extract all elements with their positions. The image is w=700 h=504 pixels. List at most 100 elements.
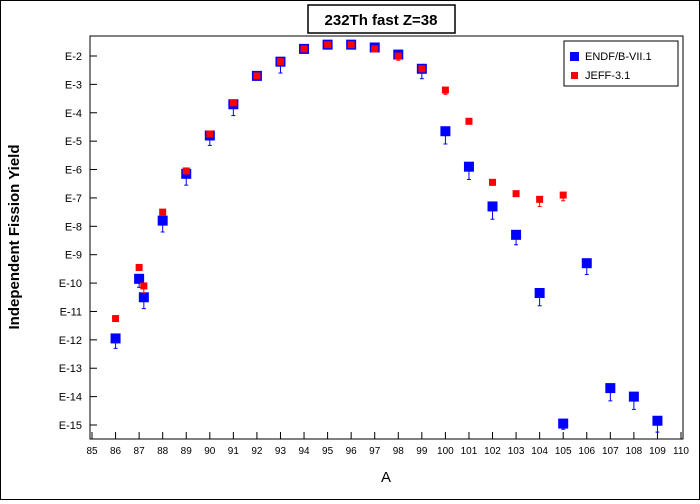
marker xyxy=(394,52,402,60)
y-tick-label-E-4: E-4 xyxy=(65,108,82,120)
marker xyxy=(511,229,522,240)
x-tick-label-97: 97 xyxy=(369,446,381,457)
x-tick-label-96: 96 xyxy=(346,446,358,457)
x-tick-label-100: 100 xyxy=(437,446,454,457)
marker xyxy=(465,117,473,125)
point-jeff-7 xyxy=(253,72,261,80)
x-tick-label-102: 102 xyxy=(484,446,501,457)
marker xyxy=(182,167,190,175)
point-endf-21 xyxy=(581,258,592,276)
point-endf-3 xyxy=(157,215,168,233)
point-endf-0 xyxy=(110,333,121,349)
x-tick-label-109: 109 xyxy=(649,446,666,457)
marker xyxy=(206,130,214,138)
point-jeff-0 xyxy=(112,315,120,323)
x-tick-label-98: 98 xyxy=(393,446,405,457)
y-tick-label-E-13: E-13 xyxy=(59,363,82,375)
x-tick-label-92: 92 xyxy=(251,446,263,457)
y-tick-label-E-15: E-15 xyxy=(59,420,82,432)
legend-swatch-jeff xyxy=(571,72,578,79)
marker xyxy=(652,415,663,426)
axes: 85 86 87 88 89 90 91 92 93 94 95 96 97 98 99 100 101 102 1… xyxy=(59,51,690,457)
point-endf-18 xyxy=(511,229,522,246)
marker xyxy=(559,191,567,199)
legend: ENDF/B-VII.1 JEFF-3.1 xyxy=(563,40,679,87)
y-tick-label-E-7: E-7 xyxy=(65,193,82,205)
y-tick-label-E-3: E-3 xyxy=(65,79,82,91)
marker xyxy=(489,178,497,186)
point-jeff-20 xyxy=(559,191,567,202)
marker xyxy=(134,273,145,284)
y-tick-label-E-8: E-8 xyxy=(65,221,82,233)
plot-area xyxy=(89,35,684,440)
point-jeff-3 xyxy=(159,208,167,216)
point-jeff-4 xyxy=(182,167,190,175)
x-tick-label-101: 101 xyxy=(461,446,478,457)
x-tick-label-90: 90 xyxy=(204,446,216,457)
marker xyxy=(112,315,120,323)
point-jeff-8 xyxy=(276,58,284,66)
marker xyxy=(487,201,498,212)
point-endf-23 xyxy=(628,391,639,410)
point-jeff-18 xyxy=(512,190,520,198)
marker xyxy=(418,65,426,73)
marker xyxy=(324,41,332,49)
point-jeff-14 xyxy=(418,65,426,73)
point-jeff-13 xyxy=(394,52,402,61)
point-endf-20 xyxy=(558,418,569,430)
marker xyxy=(441,86,449,94)
point-jeff-19 xyxy=(536,195,544,207)
marker xyxy=(536,195,544,203)
x-tick-label-88: 88 xyxy=(157,446,169,457)
marker xyxy=(110,333,121,344)
marker xyxy=(159,208,167,216)
marker xyxy=(300,45,308,53)
marker xyxy=(138,292,149,303)
point-jeff-5 xyxy=(206,130,214,138)
y-tick-label-E-11: E-11 xyxy=(60,306,82,318)
point-jeff-2 xyxy=(140,282,148,294)
point-endf-19 xyxy=(534,288,545,307)
point-endf-16 xyxy=(463,161,474,180)
point-jeff-12 xyxy=(371,45,379,53)
x-tick-label-95: 95 xyxy=(322,446,334,457)
point-endf-24 xyxy=(652,415,663,433)
marker xyxy=(605,383,616,394)
legend-swatch-endf xyxy=(570,52,579,61)
marker xyxy=(157,215,168,226)
x-axis-label: A xyxy=(381,469,391,486)
marker xyxy=(276,58,284,66)
point-jeff-1 xyxy=(135,263,143,271)
chart-title-box: 232Th fast Z=38 xyxy=(307,4,456,34)
y-tick-label-E-14: E-14 xyxy=(59,392,82,404)
x-tick-label-93: 93 xyxy=(275,446,287,457)
point-jeff-16 xyxy=(465,117,473,125)
point-jeff-15 xyxy=(441,86,449,95)
marker xyxy=(135,263,143,271)
x-tick-label-99: 99 xyxy=(416,446,428,457)
x-tick-label-87: 87 xyxy=(134,446,146,457)
x-tick-label-85: 85 xyxy=(86,446,98,457)
marker xyxy=(347,41,355,49)
point-endf-15 xyxy=(440,126,451,145)
marker xyxy=(140,282,148,290)
x-tick-label-110: 110 xyxy=(673,446,689,457)
x-tick-label-105: 105 xyxy=(555,446,572,457)
y-tick-label-E-6: E-6 xyxy=(65,165,82,177)
legend-label-endf: ENDF/B-VII.1 xyxy=(585,51,652,63)
legend-label-jeff: JEFF-3.1 xyxy=(585,70,630,82)
x-tick-label-107: 107 xyxy=(602,446,619,457)
marker xyxy=(558,418,569,429)
marker xyxy=(229,99,237,107)
x-tick-label-91: 91 xyxy=(228,446,240,457)
data-marks xyxy=(110,39,663,433)
marker xyxy=(463,161,474,172)
point-jeff-6 xyxy=(229,99,237,107)
x-tick-label-89: 89 xyxy=(181,446,193,457)
marker xyxy=(628,391,639,402)
point-jeff-9 xyxy=(300,45,308,53)
marker xyxy=(440,126,451,137)
x-tick-label-108: 108 xyxy=(626,446,643,457)
